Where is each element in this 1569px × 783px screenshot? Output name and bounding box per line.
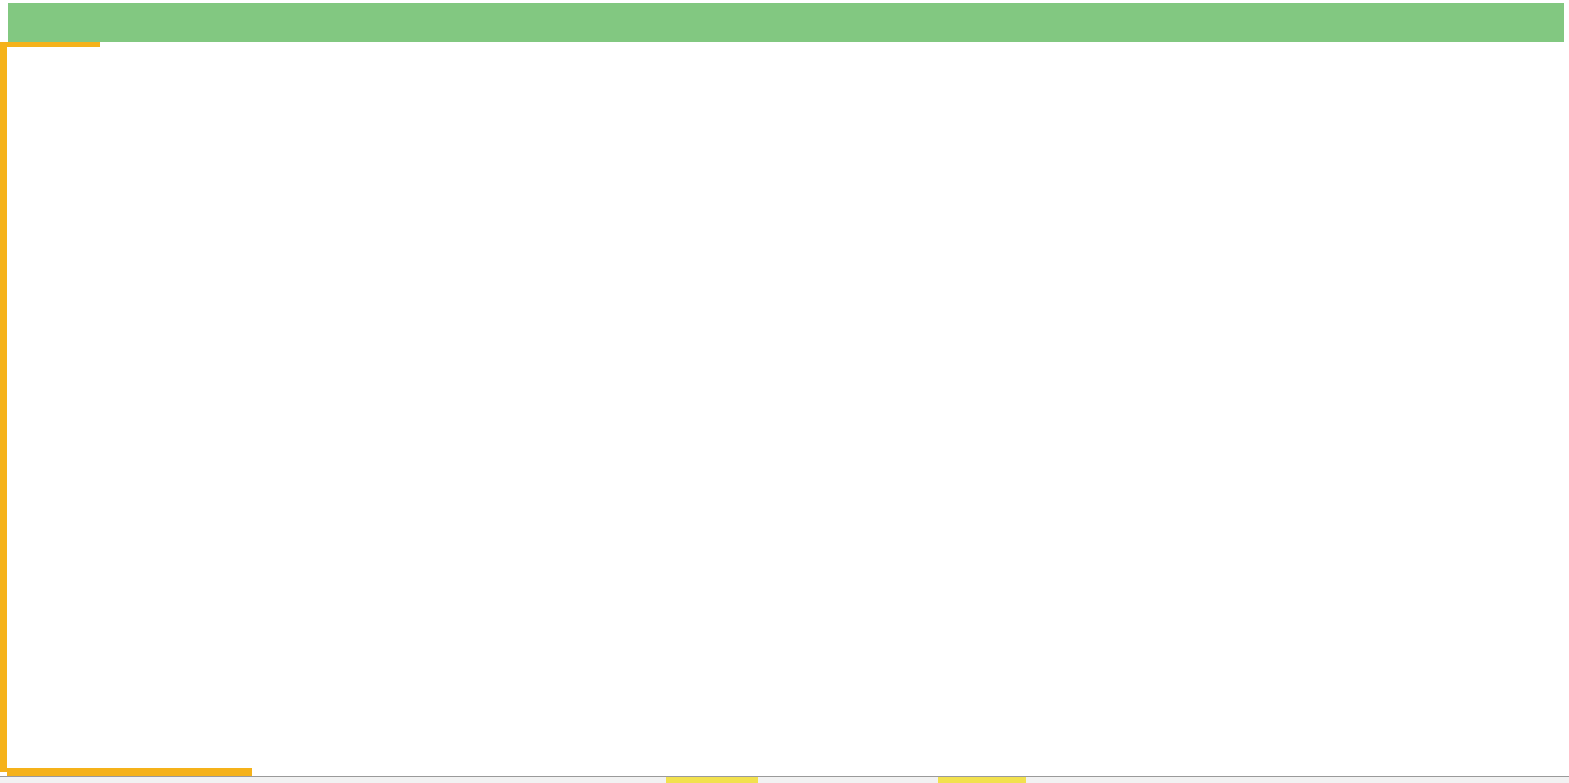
bottom-accent-strip — [7, 768, 252, 776]
top-accent-strip — [7, 42, 100, 47]
taskbar-strip — [0, 776, 1569, 783]
taskbar-chip-1[interactable] — [666, 777, 758, 783]
left-accent-rail — [0, 42, 7, 772]
taskbar-chip-2[interactable] — [938, 777, 1026, 783]
header-banner — [8, 3, 1564, 42]
x-axis-tick-labels — [0, 733, 1569, 757]
chart-canvas — [44, 55, 1536, 730]
plot-area — [44, 55, 1536, 730]
